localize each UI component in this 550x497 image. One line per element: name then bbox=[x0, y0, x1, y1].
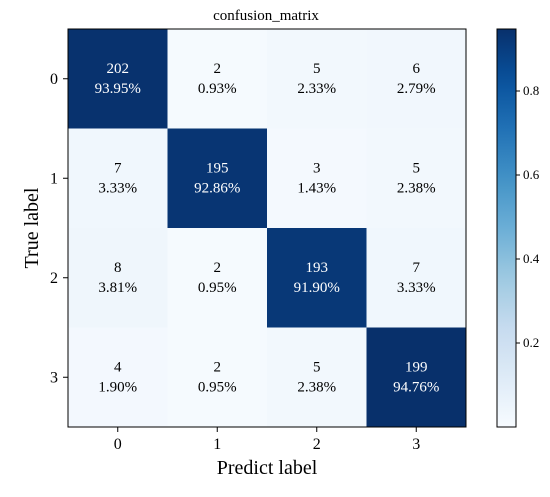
x-tick-label: 2 bbox=[313, 436, 321, 453]
colorbar bbox=[496, 28, 517, 428]
cell-percent-label: 3.33% bbox=[98, 180, 137, 196]
cell-percent-label: 2.38% bbox=[397, 180, 436, 196]
y-tick-label: 0 bbox=[50, 71, 58, 88]
cell-percent-label: 2.33% bbox=[297, 81, 336, 97]
cell-count-label: 8 bbox=[114, 260, 122, 276]
heatmap-cell bbox=[167, 29, 268, 129]
y-tick-label: 2 bbox=[50, 270, 58, 287]
cell-count-label: 6 bbox=[413, 61, 421, 77]
cell-percent-label: 0.95% bbox=[198, 280, 237, 296]
heatmap-cell bbox=[366, 228, 467, 328]
cell-percent-label: 3.81% bbox=[98, 280, 137, 296]
heatmap-cell bbox=[68, 128, 168, 229]
heatmap-cell bbox=[267, 327, 367, 428]
heatmap-cell bbox=[167, 228, 268, 328]
colorbar-tick-label: 0.6 bbox=[523, 167, 540, 182]
x-tick-label: 3 bbox=[412, 436, 420, 453]
cell-count-label: 2 bbox=[214, 359, 222, 375]
cell-percent-label: 92.86% bbox=[194, 180, 240, 196]
cell-count-label: 5 bbox=[313, 359, 321, 375]
cell-percent-label: 93.95% bbox=[95, 81, 141, 97]
cell-percent-label: 2.79% bbox=[397, 81, 436, 97]
y-tick-label: 3 bbox=[50, 369, 58, 386]
cell-percent-label: 91.90% bbox=[294, 280, 340, 296]
heatmap-cell bbox=[366, 29, 467, 129]
cell-count-label: 7 bbox=[413, 260, 421, 276]
cell-count-label: 5 bbox=[313, 61, 321, 77]
cell-percent-label: 94.76% bbox=[393, 379, 439, 395]
plot-frame bbox=[67, 28, 467, 428]
cell-count-label: 2 bbox=[214, 61, 222, 77]
cell-count-label: 195 bbox=[206, 160, 229, 176]
cell-count-label: 202 bbox=[107, 61, 130, 77]
colorbar-ticks: 0.2 0.4 0.6 0.8 bbox=[516, 83, 540, 350]
x-tick-label: 1 bbox=[213, 436, 221, 453]
y-tick-label: 1 bbox=[50, 170, 58, 187]
heatmap-cell bbox=[68, 29, 168, 129]
heatmap-cell bbox=[68, 327, 168, 428]
y-axis-ticks: 0 1 2 3 bbox=[50, 71, 68, 386]
cell-percent-label: 1.43% bbox=[297, 180, 336, 196]
x-tick-label: 0 bbox=[114, 436, 122, 453]
heatmap-cell bbox=[267, 128, 367, 229]
heatmap-cell bbox=[68, 228, 168, 328]
heatmap-cell bbox=[267, 29, 367, 129]
cell-percent-label: 2.38% bbox=[297, 379, 336, 395]
cell-count-label: 3 bbox=[313, 160, 321, 176]
x-axis-label: Predict label bbox=[217, 457, 318, 479]
heatmap-cell bbox=[366, 327, 467, 428]
colorbar-tick-label: 0.2 bbox=[523, 335, 539, 350]
x-axis-ticks: 0 1 2 3 bbox=[114, 427, 420, 453]
cell-percent-label: 0.95% bbox=[198, 379, 237, 395]
cell-count-label: 193 bbox=[306, 260, 329, 276]
colorbar-tick-label: 0.8 bbox=[523, 83, 539, 98]
cell-percent-label: 0.93% bbox=[198, 81, 237, 97]
heatmap-cell bbox=[267, 228, 367, 328]
cell-count-label: 7 bbox=[114, 160, 122, 176]
colorbar-tick-label: 0.4 bbox=[523, 251, 540, 266]
cell-count-label: 199 bbox=[405, 359, 428, 375]
cell-count-label: 2 bbox=[214, 260, 222, 276]
heatmap-cell bbox=[167, 327, 268, 428]
cell-count-label: 4 bbox=[114, 359, 122, 375]
chart-title: confusion_matrix bbox=[213, 8, 319, 24]
cell-percent-label: 3.33% bbox=[397, 280, 436, 296]
cell-count-label: 5 bbox=[413, 160, 421, 176]
heatmap-cell bbox=[366, 128, 467, 229]
heatmap-cell bbox=[167, 128, 268, 229]
cell-percent-label: 1.90% bbox=[98, 379, 137, 395]
heatmap-cells: 202 93.95% 2 0.93% 5 2.33% 6 2.79% 7 3.33% 195 92.8… bbox=[68, 29, 467, 428]
y-axis-label: True label bbox=[21, 187, 43, 268]
